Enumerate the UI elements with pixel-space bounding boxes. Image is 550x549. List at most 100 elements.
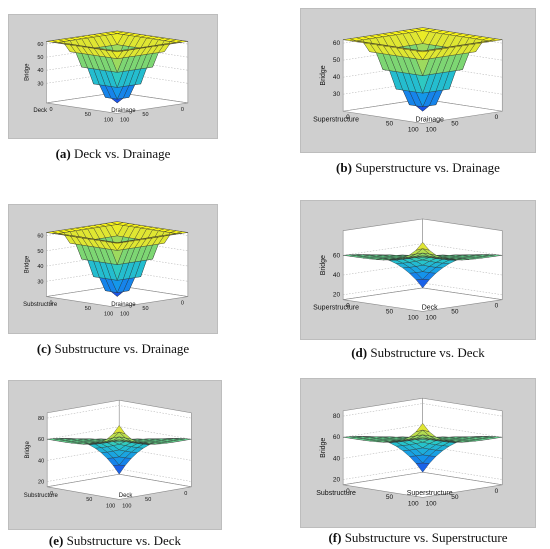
- y-tick-label: 50: [86, 497, 92, 503]
- x-tick-label: 50: [142, 306, 148, 312]
- z-tick-label: 40: [37, 68, 43, 74]
- caption-tag: (f): [328, 530, 342, 545]
- y-tick-label: 100: [426, 500, 437, 507]
- y-tick-label: 100: [426, 314, 437, 321]
- y-tick-label: 0: [346, 114, 350, 121]
- x-tick-label: 50: [451, 494, 459, 501]
- x-tick-label: 100: [104, 311, 113, 317]
- caption-e: (e) Substructure vs. Deck: [8, 533, 222, 549]
- y-axis-label: Drainage: [111, 302, 136, 308]
- z-tick-label: 40: [38, 458, 44, 464]
- x-axis-label: Deck: [33, 108, 48, 114]
- caption-tag: (e): [48, 533, 64, 548]
- surface-mesh: [343, 423, 503, 473]
- tick-labels: 20 40 60 80 100 50 0 0 50 100: [38, 416, 187, 509]
- y-tick-label: 100: [120, 117, 129, 123]
- y-tick-label: 100: [122, 503, 131, 509]
- x-axis-label: Superstructure: [313, 305, 359, 312]
- z-axis-label: Bridge: [320, 255, 327, 275]
- z-axis-label: Bridge: [24, 255, 30, 273]
- x-tick-label: 100: [408, 126, 419, 133]
- z-tick-label: 30: [37, 279, 43, 285]
- y-tick-label: 0: [346, 488, 350, 495]
- x-tick-label: 0: [495, 488, 499, 495]
- surface-svg: 30 40 50 60 100 50 0 0 50 100 Bridge Superstructure…: [313, 27, 503, 133]
- surface-plot-substructure-superstructure: 20 40 60 80 100 50 0 0 50 100 Bridge Substructure Su…: [300, 378, 536, 528]
- axes-box: [46, 399, 192, 500]
- y-tick-label: 0: [49, 301, 52, 307]
- surface-patch: [415, 50, 430, 53]
- caption-text: Deck vs. Drainage: [74, 146, 171, 161]
- z-tick-label: 80: [333, 413, 341, 420]
- y-tick-label: 0: [346, 303, 350, 310]
- floor-plane: [47, 473, 192, 500]
- x-tick-label: 50: [451, 309, 459, 316]
- x-tick-label: 0: [181, 107, 184, 113]
- caption-text: Substructure vs. Drainage: [54, 341, 190, 356]
- y-tick-label: 0: [50, 491, 53, 497]
- z-tick-label: 20: [333, 292, 341, 299]
- tick-labels: 20 40 60 80 100 50 0 0 50 100: [333, 413, 499, 507]
- surface-mesh: [343, 27, 503, 112]
- surface-plot-substructure-deck: 20 40 60 80 100 50 0 0 50 100 Bridge Substructure De…: [8, 380, 222, 530]
- surface-patch: [415, 423, 430, 433]
- x-tick-label: 0: [181, 301, 184, 307]
- surface-mesh: [47, 425, 192, 475]
- surface-plot-superstructure-drainage: 30 40 50 60 100 50 0 0 50 100 Bridge Superstructure…: [300, 8, 536, 153]
- x-axis-label: Substructure: [316, 490, 356, 497]
- surface-patch: [111, 50, 124, 53]
- y-tick-label: 50: [386, 494, 394, 501]
- surface-patch: [112, 425, 126, 435]
- x-tick-label: 0: [184, 491, 187, 497]
- surface-plot-superstructure-deck: 20 40 60 100 50 0 0 50 100 Bridge Superstructure De…: [300, 200, 536, 340]
- x-axis-label: Substructure: [24, 493, 59, 499]
- tick-labels: 30 40 50 60 100 50 0 0 50 100: [37, 234, 184, 318]
- y-tick-label: 50: [386, 309, 394, 316]
- caption-text: Substructure vs. Superstructure: [344, 530, 508, 545]
- y-axis-label: Drainage: [111, 108, 136, 114]
- caption-a: (a) Deck vs. Drainage: [8, 146, 218, 162]
- z-tick-label: 40: [333, 455, 341, 462]
- z-tick-label: 60: [333, 434, 341, 441]
- z-axis-label: Bridge: [24, 63, 30, 81]
- x-tick-label: 0: [495, 303, 499, 310]
- tick-labels: 30 40 50 60 100 50 0 0 50 100: [37, 42, 184, 123]
- surface-plot-substructure-drainage: 30 40 50 60 100 50 0 0 50 100 Bridge Substructure Dr…: [8, 204, 218, 334]
- x-tick-label: 100: [106, 503, 115, 509]
- surface-mesh: [343, 242, 503, 289]
- z-gridline: [47, 405, 192, 419]
- caption-tag: (d): [351, 345, 368, 360]
- tick-labels: 30 40 50 60 100 50 0 0 50 100: [333, 40, 499, 133]
- x-tick-label: 50: [145, 497, 151, 503]
- surface-svg: 30 40 50 60 100 50 0 0 50 100 Bridge Deck Drainage: [24, 30, 189, 123]
- floor-plane: [343, 287, 503, 312]
- y-axis-label: Deck: [119, 493, 134, 499]
- z-tick-label: 60: [37, 234, 43, 240]
- y-tick-label: 50: [386, 120, 394, 127]
- caption-d: (d) Substructure vs. Deck: [300, 345, 536, 361]
- y-tick-label: 100: [426, 126, 437, 133]
- caption-tag: (c): [36, 341, 52, 356]
- caption-c: (c) Substructure vs. Drainage: [8, 341, 218, 357]
- caption-text: Superstructure vs. Drainage: [355, 160, 500, 175]
- z-tick-label: 40: [37, 264, 43, 270]
- z-tick-label: 60: [37, 42, 43, 48]
- z-tick-label: 50: [37, 55, 43, 61]
- surface-mesh: [46, 30, 188, 104]
- z-tick-label: 20: [38, 480, 44, 486]
- floor-plane: [343, 471, 503, 498]
- x-axis-label: Substructure: [23, 302, 58, 308]
- z-tick-label: 50: [37, 249, 43, 255]
- z-tick-label: 80: [38, 416, 44, 422]
- z-tick-label: 40: [333, 74, 341, 81]
- z-tick-label: 60: [333, 252, 341, 259]
- z-tick-label: 50: [333, 57, 341, 64]
- tick-labels: 20 40 60 100 50 0 0 50 100: [333, 252, 499, 321]
- y-tick-label: 100: [120, 311, 129, 317]
- caption-text: Substructure vs. Deck: [370, 345, 485, 360]
- z-axis-label: Bridge: [320, 438, 327, 458]
- x-tick-label: 100: [104, 117, 113, 123]
- x-tick-label: 0: [495, 114, 499, 121]
- surface-svg: 30 40 50 60 100 50 0 0 50 100 Bridge Substructure Dr…: [23, 221, 189, 318]
- caption-b: (b) Superstructure vs. Drainage: [300, 160, 536, 176]
